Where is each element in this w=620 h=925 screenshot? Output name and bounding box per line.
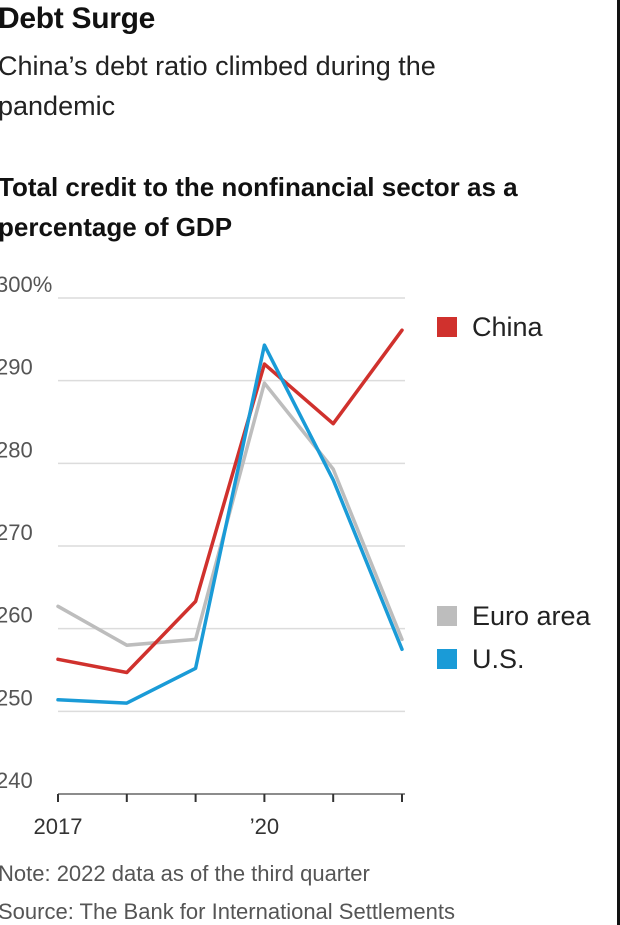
y-tick-label: 290 (0, 355, 33, 380)
footnote: Note: 2022 data as of the third quarter (0, 861, 370, 886)
legend-swatch-euro-area (437, 606, 457, 626)
legend-label-u-s: U.S. (472, 644, 525, 674)
x-axis: 2017 ’20 (34, 793, 405, 839)
source-note: Source: The Bank for International Settl… (0, 899, 455, 924)
y-tick-label: 250 (0, 685, 33, 710)
series-line-u-s (56, 343, 404, 705)
frame-edge (617, 0, 620, 925)
x-tick-label: ’20 (250, 814, 279, 839)
chart-heading: Total credit to the nonfinancial sector … (0, 172, 518, 242)
x-tick-label: 2017 (34, 814, 83, 839)
y-tick-label: 260 (0, 603, 33, 628)
line-chart: 300% 290 280 270 260 250 240 2017 ’20 China Euro… (0, 272, 592, 839)
series-line-china (56, 328, 404, 675)
legend-swatch-china (437, 317, 457, 337)
legend-swatch-u-s (437, 649, 457, 669)
series-lines (56, 328, 404, 705)
y-tick-label: 270 (0, 520, 33, 545)
legend-label-euro-area: Euro area (472, 601, 592, 631)
y-axis-labels: 300% 290 280 270 260 250 240 (0, 272, 52, 793)
legend: China Euro area U.S. (437, 312, 592, 674)
legend-label-china: China (472, 312, 544, 342)
chart-title: Debt Surge (0, 2, 156, 35)
chart-subtitle: China’s debt ratio climbed during the pa… (0, 51, 436, 121)
y-tick-label: 240 (0, 768, 33, 793)
y-tick-label: 300% (0, 272, 52, 297)
y-tick-label: 280 (0, 437, 33, 462)
grid-lines (58, 297, 405, 713)
